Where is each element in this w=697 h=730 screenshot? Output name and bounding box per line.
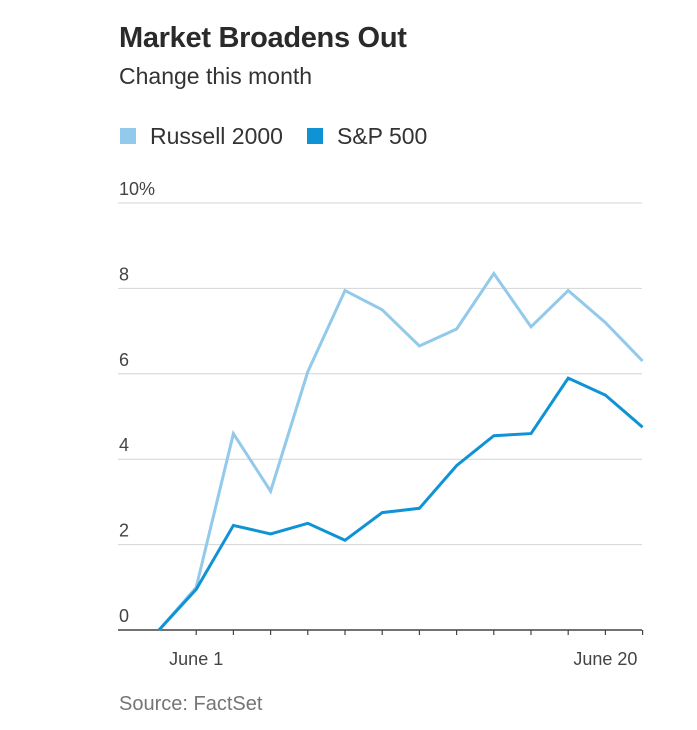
series-line-sp-500 — [157, 376, 644, 632]
legend-item-russell-2000: Russell 2000 — [120, 123, 283, 150]
legend-swatch-sp-500 — [306, 128, 323, 144]
y-tick-label-6: 6 — [119, 350, 129, 370]
x-tick-label-1: June 1 — [169, 649, 223, 669]
legend-swatch-russell-2000 — [120, 128, 136, 144]
y-tick-label-4: 4 — [119, 435, 129, 455]
y-tick-label-8: 8 — [119, 264, 129, 284]
legend-label-sp-500: S&P 500 — [336, 122, 428, 149]
x-tick-label-12: June 20 — [573, 649, 637, 669]
source-note: Source: FactSet — [119, 693, 263, 715]
legend-item-sp-500: S&P 500 — [306, 122, 428, 150]
y-tick-label-0: 0 — [119, 606, 129, 626]
series-line-russell-2000 — [157, 270, 644, 631]
legend-label-russell-2000: Russell 2000 — [150, 122, 283, 149]
chart-subtitle: Change this month — [119, 63, 313, 89]
legend: Russell 2000 S&P 500 — [120, 121, 451, 151]
chart-title: Market Broadens Out — [119, 22, 407, 54]
y-tick-label-10: 10% — [119, 179, 155, 199]
y-tick-label-2: 2 — [119, 521, 129, 541]
